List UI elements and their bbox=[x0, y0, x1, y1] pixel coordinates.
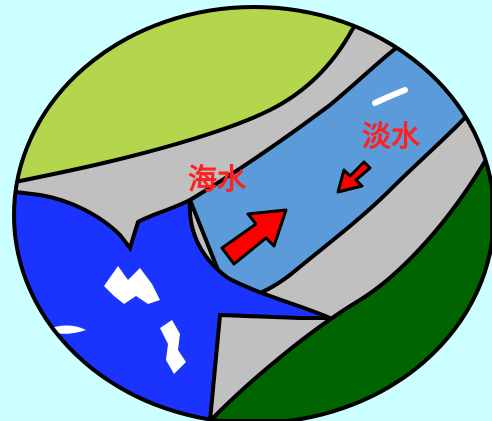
river-highlight bbox=[372, 87, 408, 106]
freshwater-arrow bbox=[336, 160, 372, 194]
sea-highlight bbox=[104, 266, 160, 304]
freshwater-label: 淡水 bbox=[362, 119, 421, 153]
seawater-arrow bbox=[220, 208, 288, 266]
seawater-label: 海水 bbox=[188, 162, 247, 196]
lower-land bbox=[205, 143, 492, 421]
sea-highlight bbox=[160, 320, 186, 374]
oval-border bbox=[12, 5, 492, 421]
